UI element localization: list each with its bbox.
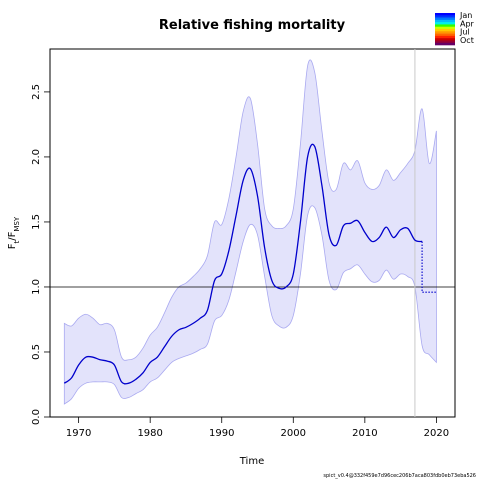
legend-label: Jan xyxy=(459,11,472,20)
legend-color-swatch xyxy=(435,19,455,23)
prediction-line xyxy=(421,241,437,293)
legend-color-swatch xyxy=(435,24,455,28)
x-tick-label: 1970 xyxy=(66,428,91,439)
legend-color-swatch xyxy=(435,22,455,25)
y-tick-label: 1.5 xyxy=(31,214,42,230)
legend-color-swatch xyxy=(435,15,455,18)
legend-color-swatch xyxy=(435,40,455,44)
x-tick-label: 2010 xyxy=(352,428,377,439)
estimate-line xyxy=(63,143,423,385)
x-tick-label: 2000 xyxy=(281,428,306,439)
plot-frame xyxy=(49,48,456,418)
y-tick-label: 0.0 xyxy=(31,409,42,425)
x-tick-label: 1980 xyxy=(137,428,162,439)
legend-label: Jul xyxy=(459,28,470,37)
legend-label: Oct xyxy=(460,36,474,45)
chart-title: Relative fishing mortality xyxy=(159,18,346,33)
confidence-band xyxy=(63,59,437,405)
x-axis: 1970 1980 1990 2000 2010 2020 xyxy=(66,417,449,439)
legend-color-swatch xyxy=(435,29,455,32)
legend-color-swatch xyxy=(435,42,455,46)
legend-color-swatch xyxy=(435,26,455,30)
legend-label: Apr xyxy=(460,19,475,28)
footer-version: spict_v0.4@332f459e7d96cec206b7aca803fdb… xyxy=(323,473,476,479)
y-tick-label: 2.0 xyxy=(31,149,42,165)
y-tick-label: 1.0 xyxy=(31,279,42,295)
y-axis: 0.0 0.5 1.0 1.5 2.0 2.5 xyxy=(31,84,50,425)
series-lines xyxy=(63,143,437,385)
ci-band-area xyxy=(63,59,437,405)
legend-color-swatch xyxy=(435,38,455,41)
y-tick-label: 0.5 xyxy=(31,344,42,360)
legend-color-swatch xyxy=(435,33,455,37)
y-tick-label: 2.5 xyxy=(31,84,42,100)
x-tick-label: 1990 xyxy=(209,428,234,439)
legend-color-swatch xyxy=(435,13,455,16)
x-tick-label: 2020 xyxy=(424,428,449,439)
legend-color-swatch xyxy=(435,17,455,21)
legend-color-swatch xyxy=(435,35,455,39)
y-axis-label: Ft/FMSY xyxy=(7,216,21,249)
legend-color-swatch xyxy=(435,31,455,34)
x-axis-label: Time xyxy=(239,456,264,467)
